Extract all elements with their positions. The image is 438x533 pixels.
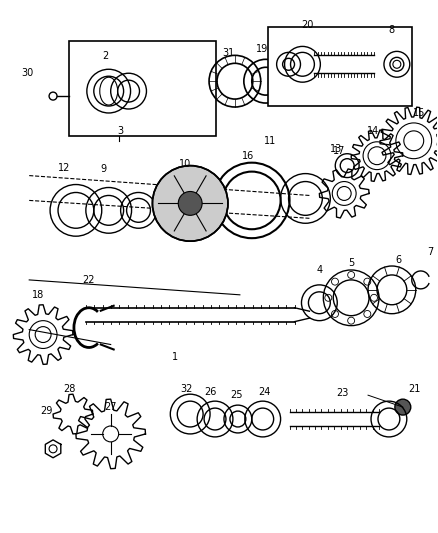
Text: 24: 24	[258, 387, 271, 397]
Circle shape	[395, 399, 411, 415]
Text: 14: 14	[367, 126, 379, 136]
Text: 4: 4	[316, 265, 322, 275]
Text: 20: 20	[301, 20, 314, 29]
Text: 26: 26	[204, 387, 216, 397]
Text: 13: 13	[330, 144, 343, 154]
Text: 6: 6	[396, 255, 402, 265]
Text: 28: 28	[63, 384, 75, 394]
Text: 15: 15	[413, 108, 425, 118]
Circle shape	[178, 191, 202, 215]
Text: 31: 31	[222, 49, 234, 58]
Circle shape	[152, 166, 228, 241]
Text: 10: 10	[179, 159, 191, 168]
Text: 11: 11	[264, 136, 276, 146]
Text: 29: 29	[40, 406, 52, 416]
Text: 27: 27	[104, 402, 117, 412]
Text: 9: 9	[101, 164, 107, 174]
Text: 21: 21	[409, 384, 421, 394]
Text: 12: 12	[58, 163, 70, 173]
Text: 32: 32	[180, 384, 192, 394]
Bar	[268, 27, 412, 106]
Text: 5: 5	[348, 258, 354, 268]
Text: 23: 23	[336, 388, 348, 398]
Text: 7: 7	[427, 247, 434, 257]
Text: 2: 2	[102, 51, 109, 61]
Text: 25: 25	[231, 390, 243, 400]
Text: 1: 1	[172, 352, 178, 362]
Text: 30: 30	[21, 68, 33, 78]
Text: 3: 3	[117, 126, 124, 136]
Text: 16: 16	[242, 151, 254, 161]
Text: 8: 8	[389, 25, 395, 35]
Text: 18: 18	[32, 290, 44, 300]
Text: 22: 22	[83, 275, 95, 285]
Bar	[69, 42, 216, 136]
Text: 19: 19	[256, 44, 268, 54]
Text: 17: 17	[333, 146, 346, 156]
